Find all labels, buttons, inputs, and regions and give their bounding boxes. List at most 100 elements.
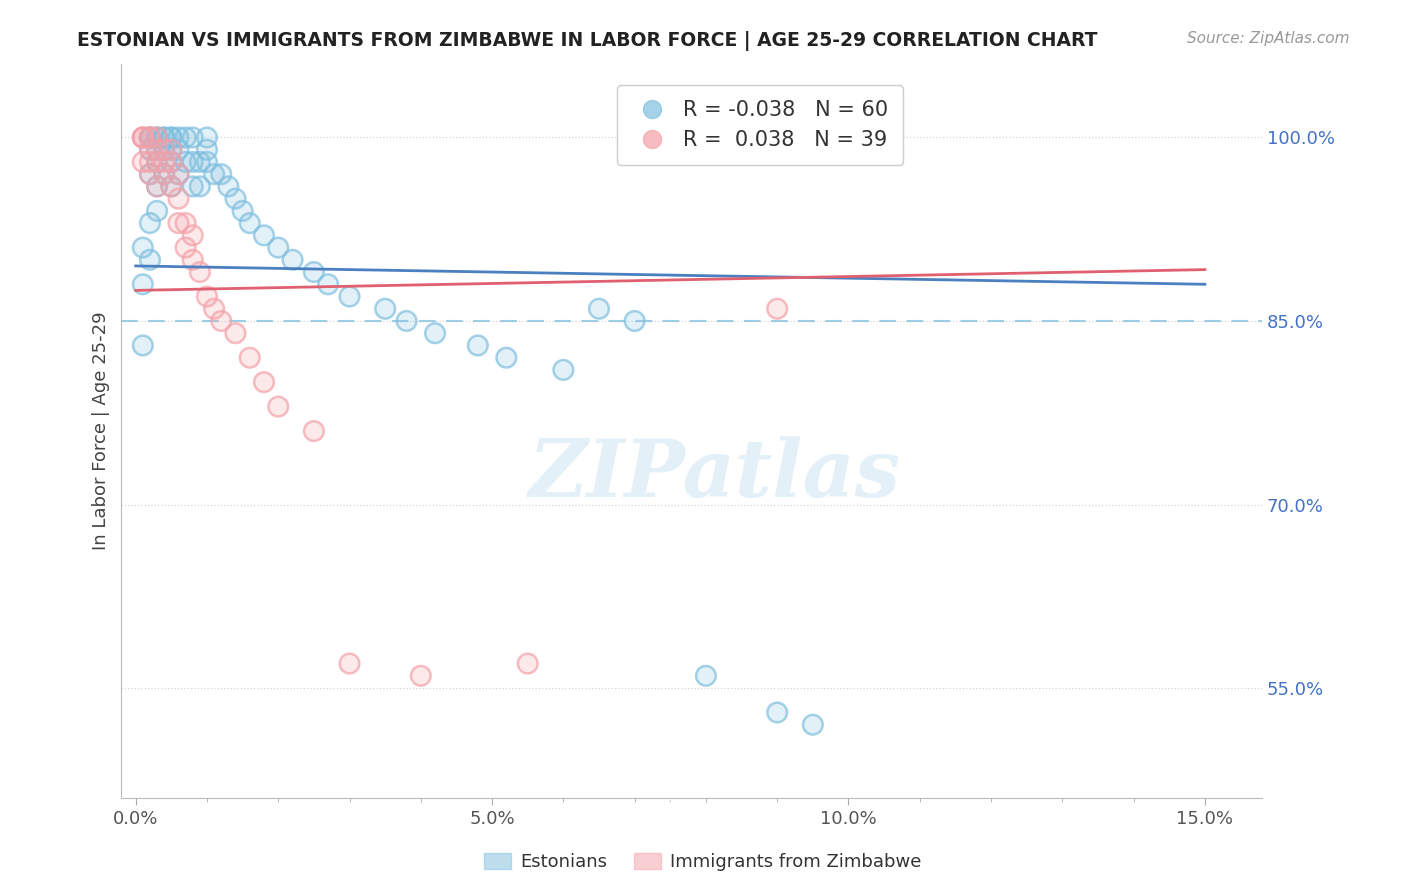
Text: Source: ZipAtlas.com: Source: ZipAtlas.com [1187,31,1350,46]
Point [153,130,176,145]
Point [153,155,176,169]
Point [395,314,418,328]
Point [195,130,218,145]
Point [139,155,162,169]
Point [153,167,176,181]
Point [209,314,232,328]
Point [132,130,155,145]
Point [146,155,169,169]
Point [160,143,183,157]
Point [160,179,183,194]
Point [132,338,155,352]
Point [188,265,211,279]
Point [146,179,169,194]
Point [239,216,262,230]
Point [188,155,211,169]
Point [409,669,432,683]
Point [302,424,325,438]
Point [181,252,204,267]
Point [153,155,176,169]
Point [153,167,176,181]
Point [139,252,162,267]
Point [139,167,162,181]
Point [160,179,183,194]
Point [139,155,162,169]
Point [316,277,339,292]
Point [232,203,254,218]
Point [181,228,204,243]
Point [281,252,304,267]
Point [766,301,789,316]
Point [766,706,789,720]
Point [167,216,190,230]
Point [139,130,162,145]
Point [153,130,176,145]
Point [146,143,169,157]
Point [160,130,183,145]
Point [195,155,218,169]
Point [146,130,169,145]
Point [167,167,190,181]
Point [224,326,246,341]
Point [174,130,197,145]
Point [153,130,176,145]
Point [202,301,225,316]
Point [160,130,183,145]
Point [174,155,197,169]
Point [423,326,446,341]
Point [209,167,232,181]
Point [253,375,276,389]
Point [188,179,211,194]
Point [174,130,197,145]
Point [224,326,246,341]
Point [139,130,162,145]
Point [132,155,155,169]
Point [374,301,396,316]
Point [160,155,183,169]
Legend: R = -0.038   N = 60, R =  0.038   N = 39: R = -0.038 N = 60, R = 0.038 N = 39 [617,86,903,165]
Point [139,130,162,145]
Point [160,155,183,169]
Point [553,363,575,377]
Point [132,241,155,255]
Point [516,657,538,671]
Point [132,130,155,145]
Point [160,130,183,145]
Point [139,130,162,145]
Point [224,192,246,206]
Point [217,179,239,194]
Point [167,192,190,206]
Point [281,252,304,267]
Point [146,130,169,145]
Point [202,167,225,181]
Point [153,143,176,157]
Point [239,351,262,365]
Point [174,241,197,255]
Point [153,167,176,181]
Point [153,143,176,157]
Point [139,167,162,181]
Point [267,241,290,255]
Point [146,155,169,169]
Point [766,706,789,720]
Point [146,203,169,218]
Point [495,351,517,365]
Point [181,179,204,194]
Point [623,314,645,328]
Point [160,143,183,157]
Point [195,143,218,157]
Point [409,669,432,683]
Point [139,167,162,181]
Point [167,192,190,206]
Point [146,143,169,157]
Point [195,130,218,145]
Point [316,277,339,292]
Point [146,155,169,169]
Point [188,265,211,279]
Point [167,216,190,230]
Legend: Estonians, Immigrants from Zimbabwe: Estonians, Immigrants from Zimbabwe [477,846,929,879]
Point [146,130,169,145]
Point [423,326,446,341]
Point [181,130,204,145]
Point [167,143,190,157]
